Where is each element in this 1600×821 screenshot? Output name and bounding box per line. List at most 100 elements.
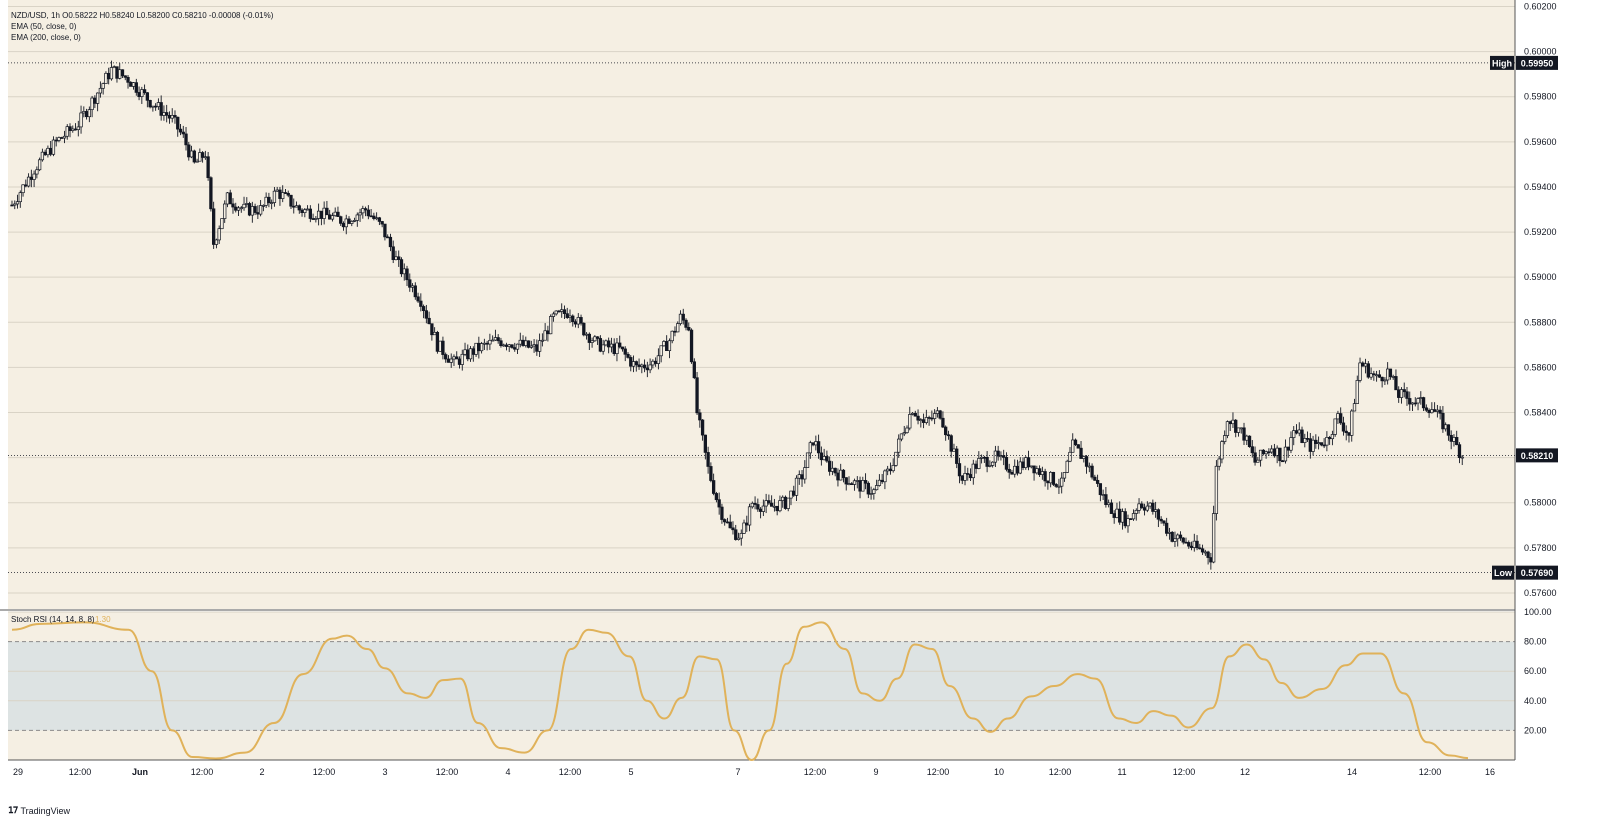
candle-body [308,208,312,219]
stoch-tick-label: 40.00 [1524,696,1547,706]
tradingview-logo-icon: 𝟣𝟩 [8,805,19,815]
candle-body [565,313,569,318]
candle-body [1093,476,1097,481]
candle-body [711,480,716,494]
candle-body [1151,502,1155,512]
candle-body [37,159,42,171]
candle-body [645,367,649,371]
candle-body [1369,373,1373,378]
candle-body [347,218,351,224]
candle-body [656,355,661,364]
candle-body [734,529,738,540]
candle-body [629,357,633,367]
candle-body [1421,397,1426,409]
candle-body [1153,509,1158,512]
candle-body [720,506,724,520]
candle-body [18,192,22,203]
candle-body [1098,483,1103,496]
candle-body [1029,465,1033,468]
candle-body [1181,537,1185,543]
candle-body [151,105,155,108]
candle-body [192,150,196,163]
y-tick-label: 0.59400 [1524,182,1557,192]
candle-body [26,176,31,187]
candle-body [187,144,191,158]
candle-body [1435,409,1440,412]
candle-body [1339,413,1343,424]
candle-body [1430,409,1434,414]
candle-body [123,75,127,78]
last-price-label: 0.58210 [1521,451,1554,461]
candle-body [228,192,232,205]
candle-body [1267,451,1271,454]
candle-body [999,455,1003,457]
candle-body [499,340,503,347]
footer-brand[interactable]: 𝟣𝟩 TradingView [8,805,70,816]
candle-body [620,346,625,350]
candle-body [184,133,188,146]
candle-body [750,502,754,508]
candle-body [957,463,962,477]
candle-body [1236,427,1241,433]
x-tick-label: 12 [1240,767,1250,777]
candle-body [935,410,940,414]
candle-body [932,413,937,419]
candle-body [1347,432,1351,436]
candle-body [300,209,304,214]
candle-body [897,438,901,453]
candle-body [560,309,564,312]
candle-body [73,128,78,131]
candle-body [872,489,876,494]
x-tick-label: 12:00 [69,767,92,777]
candle-body [1082,456,1086,459]
candle-body [1322,444,1326,447]
x-tick-label: 9 [873,767,878,777]
low-value-label: 0.57690 [1521,568,1554,578]
candle-body [479,343,484,352]
candle-body [604,340,608,346]
candle-body [468,348,473,360]
candle-body [112,66,116,69]
candle-body [1231,419,1235,425]
candle-body [167,114,172,119]
candle-body [803,467,807,480]
ema50-legend[interactable]: EMA (50, close, 0) [11,22,77,31]
candle-body [662,341,666,347]
candle-body [681,313,685,321]
candle-body [214,239,219,245]
candle-body [1018,461,1022,474]
candle-body [1073,439,1078,445]
candle-body [631,361,636,367]
candle-body [267,196,271,204]
candle-body [104,72,108,84]
ema200-legend[interactable]: EMA (200, close, 0) [11,33,81,42]
candle-body [1355,380,1359,404]
candle-body [286,192,290,196]
candle-body [68,126,72,131]
candle-body [968,474,973,479]
candle-body [1305,438,1310,440]
candle-body [905,427,909,433]
candle-body [742,522,746,534]
candle-body [1060,477,1064,487]
candle-body [781,496,785,501]
x-tick-label: 16 [1485,767,1495,777]
candle-body [60,137,64,139]
candle-body [576,317,580,325]
y-tick-label: 0.58600 [1524,362,1557,372]
x-tick-label: 12:00 [1049,767,1072,777]
candle-body [814,441,818,446]
candle-body [441,340,445,355]
candle-body [316,210,321,219]
x-tick-label: 12:00 [191,767,214,777]
candle-body [993,450,998,463]
candle-body [557,310,561,313]
candle-body [1071,439,1075,453]
y-tick-label: 0.58000 [1524,498,1557,508]
candle-body [51,139,56,155]
candle-body [1084,456,1089,467]
candle-body [833,467,837,474]
x-tick-label: 2 [259,767,264,777]
candle-body [1040,471,1045,475]
